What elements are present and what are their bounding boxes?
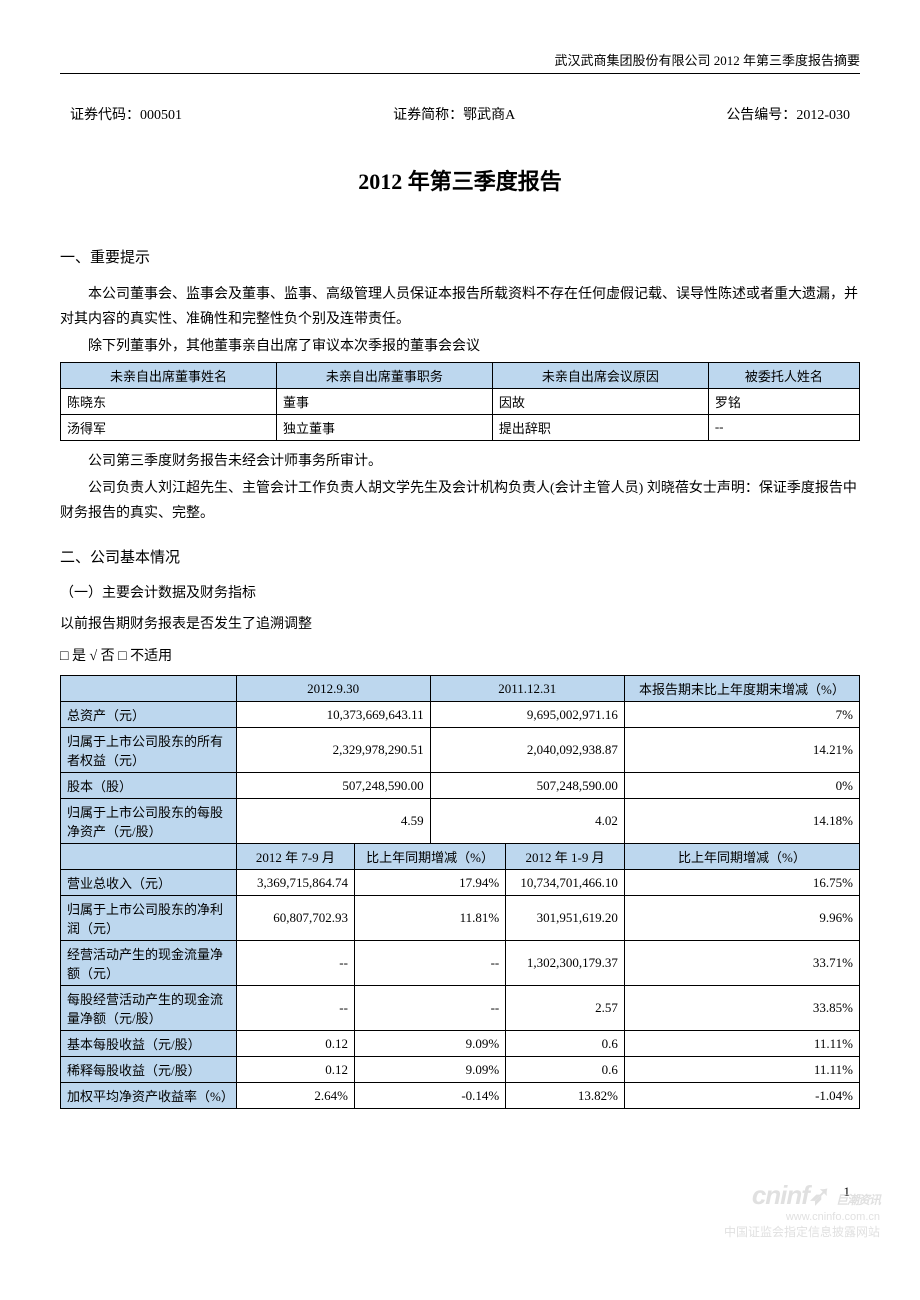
table-header-row: 2012.9.30 2011.12.31 本报告期末比上年度期末增减（%） <box>61 676 860 702</box>
t1-h3: 被委托人姓名 <box>708 362 859 388</box>
page-title: 2012 年第三季度报告 <box>60 164 860 196</box>
financial-table: 2012.9.30 2011.12.31 本报告期末比上年度期末增减（%） 总资… <box>60 675 860 1109</box>
table-row: 营业总收入（元） 3,369,715,864.74 17.94% 10,734,… <box>61 870 860 896</box>
table-row: 归属于上市公司股东的所有者权益（元） 2,329,978,290.51 2,04… <box>61 728 860 773</box>
directors-table: 未亲自出席董事姓名 未亲自出席董事职务 未亲自出席会议原因 被委托人姓名 陈晓东… <box>60 362 860 441</box>
table-row: 归属于上市公司股东的每股净资产（元/股） 4.59 4.02 14.18% <box>61 799 860 844</box>
watermark-cn: 巨潮资讯 <box>836 1193 880 1207</box>
watermark-logo: cninf <box>752 1180 809 1210</box>
s1-p4: 公司负责人刘江超先生、主管会计工作负责人胡文学先生及会计机构负责人(会计主管人员… <box>60 476 860 526</box>
t1-h2: 未亲自出席会议原因 <box>492 362 708 388</box>
t1-h0: 未亲自出席董事姓名 <box>61 362 277 388</box>
table-row: 归属于上市公司股东的净利润（元） 60,807,702.93 11.81% 30… <box>61 896 860 941</box>
ann-no: 公告编号：2012-030 <box>726 104 850 124</box>
t1-h1: 未亲自出席董事职务 <box>276 362 492 388</box>
table-row: 稀释每股收益（元/股） 0.12 9.09% 0.6 11.11% <box>61 1057 860 1083</box>
watermark: cninf➶ 巨潮资讯 www.cninfo.com.cn 中国证监会指定信息披… <box>724 1180 880 1240</box>
table-header-row: 2012 年 7-9 月 比上年同期增减（%） 2012 年 1-9 月 比上年… <box>61 844 860 870</box>
header-top-right: 武汉武商集团股份有限公司 2012 年第三季度报告摘要 <box>60 50 860 74</box>
retro-question: 以前报告期财务报表是否发生了追溯调整 <box>60 612 860 637</box>
sec-code: 证券代码：000501 <box>70 104 182 124</box>
s1-p2: 除下列董事外，其他董事亲自出席了审议本次季报的董事会会议 <box>60 334 860 359</box>
s1-p3: 公司第三季度财务报告未经会计师事务所审计。 <box>60 449 860 474</box>
checkbox-row: □ 是 √ 否 □ 不适用 <box>60 645 860 665</box>
watermark-url: www.cninfo.com.cn <box>724 1211 880 1223</box>
table-row: 股本（股） 507,248,590.00 507,248,590.00 0% <box>61 773 860 799</box>
watermark-bottom: 中国证监会指定信息披露网站 <box>724 1223 880 1240</box>
table-row: 每股经营活动产生的现金流量净额（元/股） -- -- 2.57 33.85% <box>61 986 860 1031</box>
table-row: 基本每股收益（元/股） 0.12 9.09% 0.6 11.11% <box>61 1031 860 1057</box>
sec-name: 证券简称：鄂武商A <box>393 104 515 124</box>
table-row: 加权平均净资产收益率（%） 2.64% -0.14% 13.82% -1.04% <box>61 1083 860 1109</box>
table-row: 陈晓东 董事 因故 罗铭 <box>61 388 860 414</box>
section2-heading: 二、公司基本情况 <box>60 546 860 567</box>
table-row: 总资产（元） 10,373,669,643.11 9,695,002,971.1… <box>61 702 860 728</box>
codes-row: 证券代码：000501 证券简称：鄂武商A 公告编号：2012-030 <box>60 104 860 124</box>
section1-heading: 一、重要提示 <box>60 246 860 267</box>
table-row: 汤得军 独立董事 提出辞职 -- <box>61 414 860 440</box>
table-row: 经营活动产生的现金流量净额（元） -- -- 1,302,300,179.37 … <box>61 941 860 986</box>
table-header-row: 未亲自出席董事姓名 未亲自出席董事职务 未亲自出席会议原因 被委托人姓名 <box>61 362 860 388</box>
section2-sub1: （一）主要会计数据及财务指标 <box>60 582 860 602</box>
s1-p1: 本公司董事会、监事会及董事、监事、高级管理人员保证本报告所载资料不存在任何虚假记… <box>60 282 860 332</box>
